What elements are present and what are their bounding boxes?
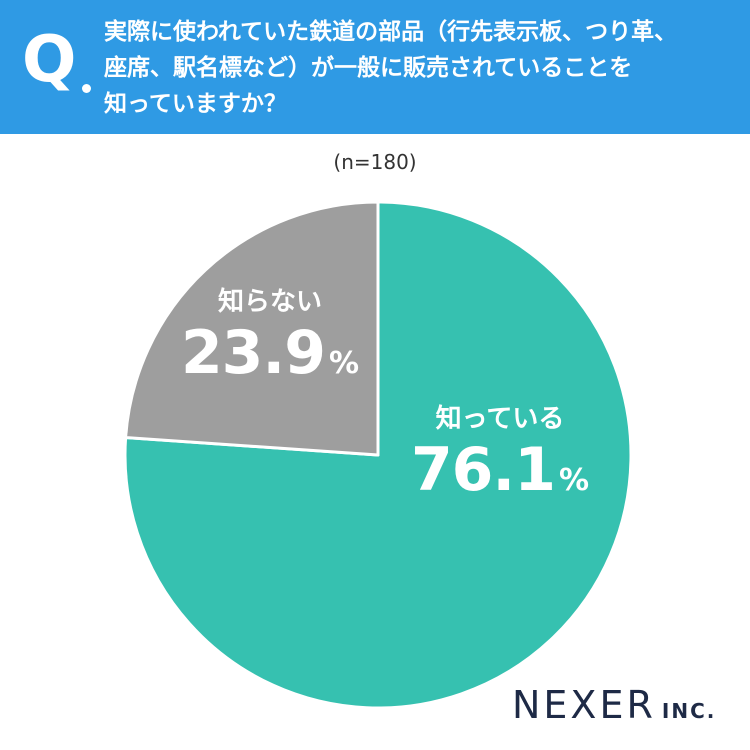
question-text: 実際に使われていた鉄道の部品（行先表示板、つり革、 座席、駅名標など）が一般に販… (104, 19, 678, 117)
q-marker: Q (22, 23, 77, 97)
q-dot-icon (82, 84, 91, 93)
nexer-logo: NEXER INC. (512, 683, 716, 727)
slice-value-known: 76.1 (410, 435, 556, 505)
slice-value-unknown: 23.9 (180, 318, 326, 388)
question-header: Q 実際に使われていた鉄道の部品（行先表示板、つり革、 座席、駅名標など）が一般… (0, 0, 750, 134)
logo-sub-text: INC. (661, 699, 717, 723)
slice-label-known: 知っている 76.1% (400, 402, 600, 504)
slice-unit-unknown: % (328, 346, 360, 381)
slice-name-known: 知っている (435, 404, 565, 434)
slice-label-unknown: 知らない 23.9% (170, 285, 370, 387)
pie-slice-unknown (124, 200, 380, 457)
logo-main-text: NEXER (512, 683, 656, 727)
slice-unit-known: % (558, 463, 590, 498)
slice-name-unknown: 知らない (217, 287, 322, 317)
sample-size: (n=180) (333, 150, 417, 174)
